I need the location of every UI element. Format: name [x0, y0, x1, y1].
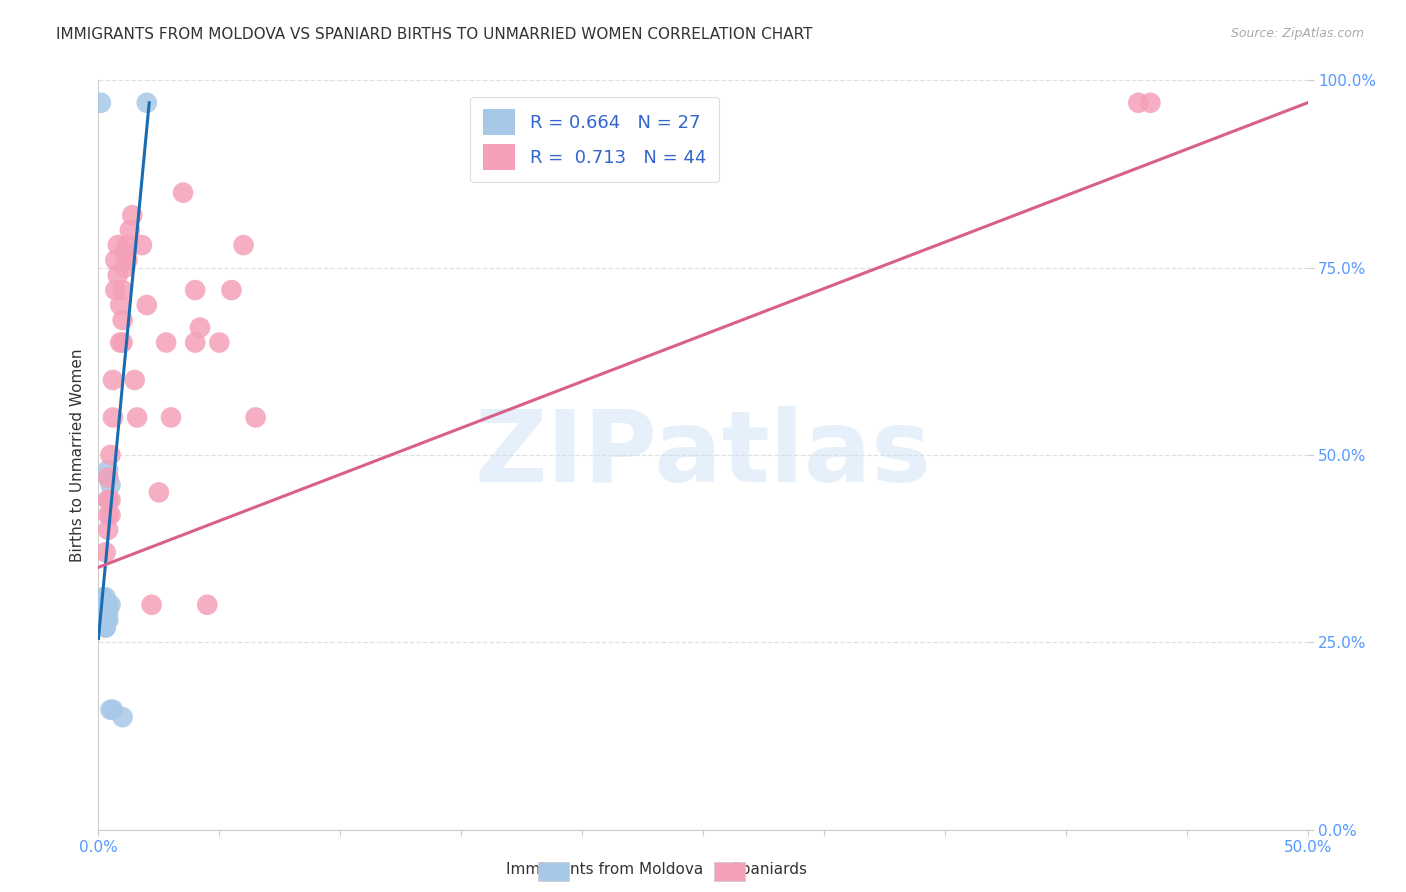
Text: ZIPatlas: ZIPatlas — [475, 407, 931, 503]
Point — [114, 245, 136, 260]
Text: Spaniards: Spaniards — [731, 863, 807, 877]
Point — [94, 598, 117, 612]
Point — [155, 335, 177, 350]
Point — [101, 410, 124, 425]
Point — [245, 410, 267, 425]
Point — [111, 335, 134, 350]
Point — [104, 283, 127, 297]
Point — [1139, 95, 1161, 110]
Point — [121, 208, 143, 222]
Point — [100, 478, 122, 492]
Point — [208, 335, 231, 350]
Point — [97, 492, 120, 507]
Legend: R = 0.664   N = 27, R =  0.713   N = 44: R = 0.664 N = 27, R = 0.713 N = 44 — [470, 97, 718, 182]
Point — [117, 253, 139, 268]
Point — [188, 320, 211, 334]
Point — [111, 710, 134, 724]
Text: Source: ZipAtlas.com: Source: ZipAtlas.com — [1230, 27, 1364, 40]
Point — [232, 238, 254, 252]
Point — [97, 492, 120, 507]
Point — [107, 238, 129, 252]
Point — [148, 485, 170, 500]
Y-axis label: Births to Unmarried Women: Births to Unmarried Women — [69, 348, 84, 562]
Point — [135, 298, 157, 312]
Point — [131, 238, 153, 252]
Text: Immigrants from Moldova: Immigrants from Moldova — [506, 863, 703, 877]
Point — [97, 470, 120, 484]
Point — [160, 410, 183, 425]
Point — [135, 95, 157, 110]
Point — [97, 508, 120, 522]
Point — [97, 613, 120, 627]
Point — [94, 620, 117, 634]
Point — [94, 605, 117, 619]
Point — [104, 253, 127, 268]
Point — [101, 703, 124, 717]
Point — [184, 335, 207, 350]
Point — [100, 448, 122, 462]
Point — [100, 598, 122, 612]
Text: IMMIGRANTS FROM MOLDOVA VS SPANIARD BIRTHS TO UNMARRIED WOMEN CORRELATION CHART: IMMIGRANTS FROM MOLDOVA VS SPANIARD BIRT… — [56, 27, 813, 42]
Point — [100, 703, 122, 717]
Point — [94, 620, 117, 634]
Point — [118, 223, 141, 237]
Point — [97, 463, 120, 477]
Point — [172, 186, 194, 200]
Point — [91, 591, 114, 605]
Point — [127, 410, 149, 425]
Point — [184, 283, 207, 297]
Point — [100, 492, 122, 507]
Point — [94, 620, 117, 634]
Point — [141, 598, 163, 612]
Point — [97, 605, 120, 619]
Point — [111, 313, 134, 327]
Point — [117, 238, 139, 252]
Point — [94, 613, 117, 627]
Point — [90, 95, 112, 110]
Point — [97, 470, 120, 484]
Point — [97, 613, 120, 627]
Point — [111, 283, 134, 297]
Point — [108, 298, 131, 312]
Point — [94, 591, 117, 605]
Point — [94, 613, 117, 627]
Point — [101, 373, 124, 387]
Point — [107, 268, 129, 282]
Point — [108, 335, 131, 350]
Point — [124, 373, 146, 387]
Point — [97, 523, 120, 537]
Point — [195, 598, 218, 612]
Point — [94, 545, 117, 559]
Point — [91, 605, 114, 619]
Point — [114, 260, 136, 275]
Point — [221, 283, 243, 297]
Point — [91, 598, 114, 612]
Point — [100, 508, 122, 522]
Point — [94, 598, 117, 612]
Point — [1128, 95, 1150, 110]
Point — [97, 598, 120, 612]
Point — [94, 605, 117, 619]
